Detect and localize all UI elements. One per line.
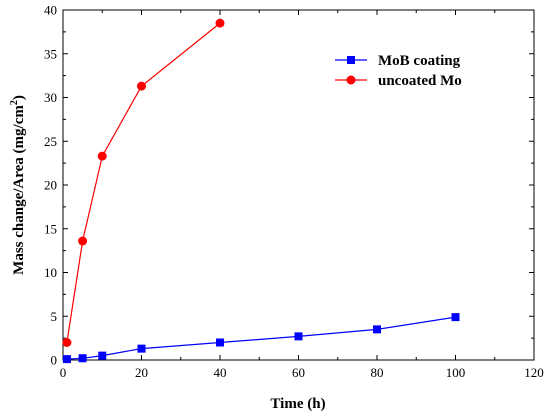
x-tick-label: 20	[135, 365, 148, 380]
data-point-mob-coating	[98, 351, 107, 360]
data-point-mob-coating	[216, 338, 224, 347]
legend-marker-uncoated-mo	[346, 75, 356, 85]
y-tick-label: 25	[44, 134, 57, 149]
y-tick-label: 30	[44, 90, 57, 105]
legend-marker-mob-coating	[347, 56, 355, 64]
data-point-mob-coating	[62, 355, 71, 364]
data-point-mob-coating	[451, 313, 460, 322]
data-point-uncoated-mo	[137, 81, 146, 91]
series-line-uncoated-mo	[66, 22, 221, 343]
legend-label-mob-coating: MoB coating	[378, 53, 461, 69]
x-tick-label: 100	[446, 365, 466, 380]
y-axis-title-main: Mass change/Area (mg/cm	[11, 105, 27, 275]
y-tick-label: 35	[44, 46, 57, 61]
data-point-uncoated-mo	[97, 151, 107, 161]
x-tick-label: 0	[60, 365, 67, 380]
data-point-mob-coating	[78, 354, 87, 363]
x-tick-label: 120	[524, 365, 544, 380]
y-axis-title: Mass change/Area (mg/cm2)	[9, 95, 27, 275]
y-tick-label: 0	[51, 353, 58, 368]
series-line-mob-coating	[66, 316, 456, 360]
data-point-mob-coating	[373, 325, 381, 334]
x-tick-label: 40	[214, 365, 227, 380]
legend-label-uncoated-mo: uncoated Mo	[378, 73, 462, 89]
data-point-uncoated-mo	[215, 18, 225, 28]
data-point-mob-coating	[294, 332, 303, 341]
data-point-uncoated-mo	[62, 338, 72, 347]
y-axis-ticks: 0 5 10 15 20 25 30 35 40	[44, 3, 534, 368]
y-axis-title-sup: 2	[9, 100, 20, 105]
y-tick-label: 40	[44, 3, 57, 18]
plot-area	[62, 9, 535, 361]
y-tick-label: 10	[44, 265, 57, 280]
series-layer	[62, 18, 460, 364]
x-tick-label: 60	[292, 365, 305, 380]
plot-frame	[62, 9, 535, 361]
data-point-mob-coating	[137, 344, 146, 353]
x-axis-title: Time (h)	[270, 396, 325, 412]
x-tick-label: 80	[371, 365, 384, 380]
legend: MoB coating uncoated Mo	[335, 53, 462, 89]
data-point-uncoated-mo	[78, 236, 88, 246]
y-tick-label: 20	[44, 178, 57, 193]
y-axis-title-close: )	[11, 95, 27, 100]
x-axis-ticks: 0 20 40 60 80 100 120	[60, 10, 544, 380]
y-tick-label: 5	[51, 309, 58, 324]
y-tick-label: 15	[44, 221, 57, 236]
